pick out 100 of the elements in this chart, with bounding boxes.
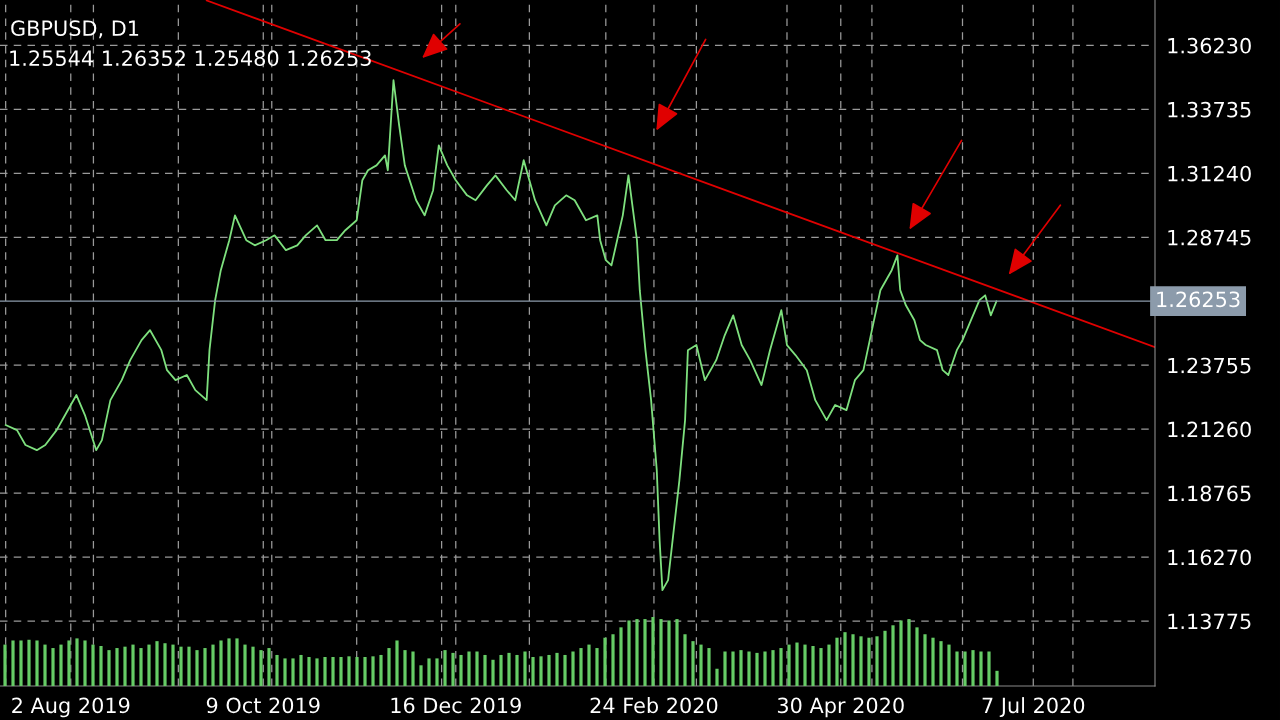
bar bbox=[443, 650, 447, 686]
bar bbox=[971, 650, 975, 686]
bar bbox=[643, 619, 647, 686]
bar bbox=[251, 646, 255, 686]
bar bbox=[555, 652, 559, 686]
bar bbox=[115, 648, 119, 686]
bar bbox=[3, 644, 7, 686]
bar bbox=[539, 656, 543, 686]
bar bbox=[907, 619, 911, 686]
bar bbox=[395, 640, 399, 686]
bar bbox=[51, 648, 55, 686]
bar bbox=[179, 646, 183, 686]
bar bbox=[771, 650, 775, 686]
bar bbox=[883, 630, 887, 686]
bar bbox=[131, 644, 135, 686]
bar bbox=[627, 620, 631, 686]
bar bbox=[819, 648, 823, 686]
bar bbox=[75, 638, 79, 686]
bar bbox=[67, 640, 71, 686]
bar bbox=[595, 648, 599, 686]
bar bbox=[299, 654, 303, 686]
bar bbox=[795, 642, 799, 686]
bar bbox=[155, 641, 159, 686]
bar bbox=[803, 644, 807, 686]
bar bbox=[59, 644, 63, 686]
bar bbox=[339, 657, 343, 686]
bar bbox=[851, 634, 855, 686]
bar bbox=[651, 617, 655, 686]
bar bbox=[523, 651, 527, 686]
y-tick-label: 1.13775 bbox=[1168, 613, 1251, 630]
bar bbox=[667, 620, 671, 686]
x-tick-label: 16 Dec 2019 bbox=[391, 697, 521, 714]
bar bbox=[139, 648, 143, 686]
bar bbox=[459, 654, 463, 686]
y-tick-label: 1.33735 bbox=[1168, 101, 1251, 118]
bar bbox=[987, 651, 991, 686]
bar bbox=[403, 650, 407, 686]
text: GBPUSD, D1 bbox=[11, 20, 139, 39]
bar bbox=[467, 651, 471, 686]
bar bbox=[747, 651, 751, 686]
bar bbox=[475, 651, 479, 686]
bar bbox=[499, 654, 503, 686]
bar bbox=[387, 648, 391, 686]
x-tick-label: 24 Feb 2020 bbox=[590, 697, 718, 714]
bar bbox=[27, 639, 31, 686]
bar bbox=[723, 651, 727, 686]
bar bbox=[19, 640, 23, 686]
bar bbox=[43, 644, 47, 686]
bar bbox=[219, 640, 223, 686]
bar bbox=[891, 625, 895, 686]
bar bbox=[363, 657, 367, 686]
bar bbox=[291, 658, 295, 686]
bar bbox=[211, 644, 215, 686]
bar bbox=[995, 670, 999, 686]
bar bbox=[411, 651, 415, 686]
bar bbox=[707, 648, 711, 686]
bar bbox=[915, 627, 919, 686]
bar bbox=[811, 645, 815, 686]
y-tick-label: 1.16270 bbox=[1168, 549, 1251, 566]
bar bbox=[947, 644, 951, 686]
x-tick-label: 30 Apr 2020 bbox=[777, 697, 904, 718]
bar bbox=[587, 644, 591, 686]
bar bbox=[955, 651, 959, 686]
bar bbox=[123, 646, 127, 686]
bar bbox=[107, 650, 111, 686]
bar bbox=[323, 657, 327, 686]
x-tick-label: 9 Oct 2019 bbox=[206, 697, 320, 714]
line-series bbox=[4, 79, 998, 592]
bar bbox=[419, 665, 423, 686]
bar bbox=[507, 652, 511, 686]
bar bbox=[699, 644, 703, 686]
bar bbox=[547, 654, 551, 686]
bar bbox=[483, 654, 487, 686]
bar bbox=[843, 632, 847, 686]
bar bbox=[779, 648, 783, 686]
bar bbox=[563, 654, 567, 686]
bar bbox=[827, 644, 831, 686]
bar bbox=[619, 627, 623, 686]
y-tick-label: 1.23755 bbox=[1168, 357, 1251, 374]
bar bbox=[899, 620, 903, 686]
bar bbox=[867, 637, 871, 686]
bar bbox=[163, 643, 167, 686]
bar bbox=[147, 644, 151, 686]
bar bbox=[859, 636, 863, 686]
bar bbox=[99, 645, 103, 686]
bar bbox=[491, 659, 495, 686]
bar bbox=[731, 651, 735, 686]
bar bbox=[315, 658, 319, 686]
bar bbox=[371, 656, 375, 686]
y-tick-label: 1.28745 bbox=[1168, 229, 1251, 246]
y-tick-label: 1.36230 bbox=[1168, 37, 1251, 54]
bar bbox=[91, 644, 95, 686]
bar bbox=[275, 654, 279, 686]
bar bbox=[931, 637, 935, 686]
bar bbox=[683, 634, 687, 686]
bar bbox=[739, 650, 743, 686]
bar bbox=[635, 619, 639, 686]
bar bbox=[11, 640, 15, 686]
bar bbox=[171, 644, 175, 686]
bar bbox=[979, 651, 983, 686]
